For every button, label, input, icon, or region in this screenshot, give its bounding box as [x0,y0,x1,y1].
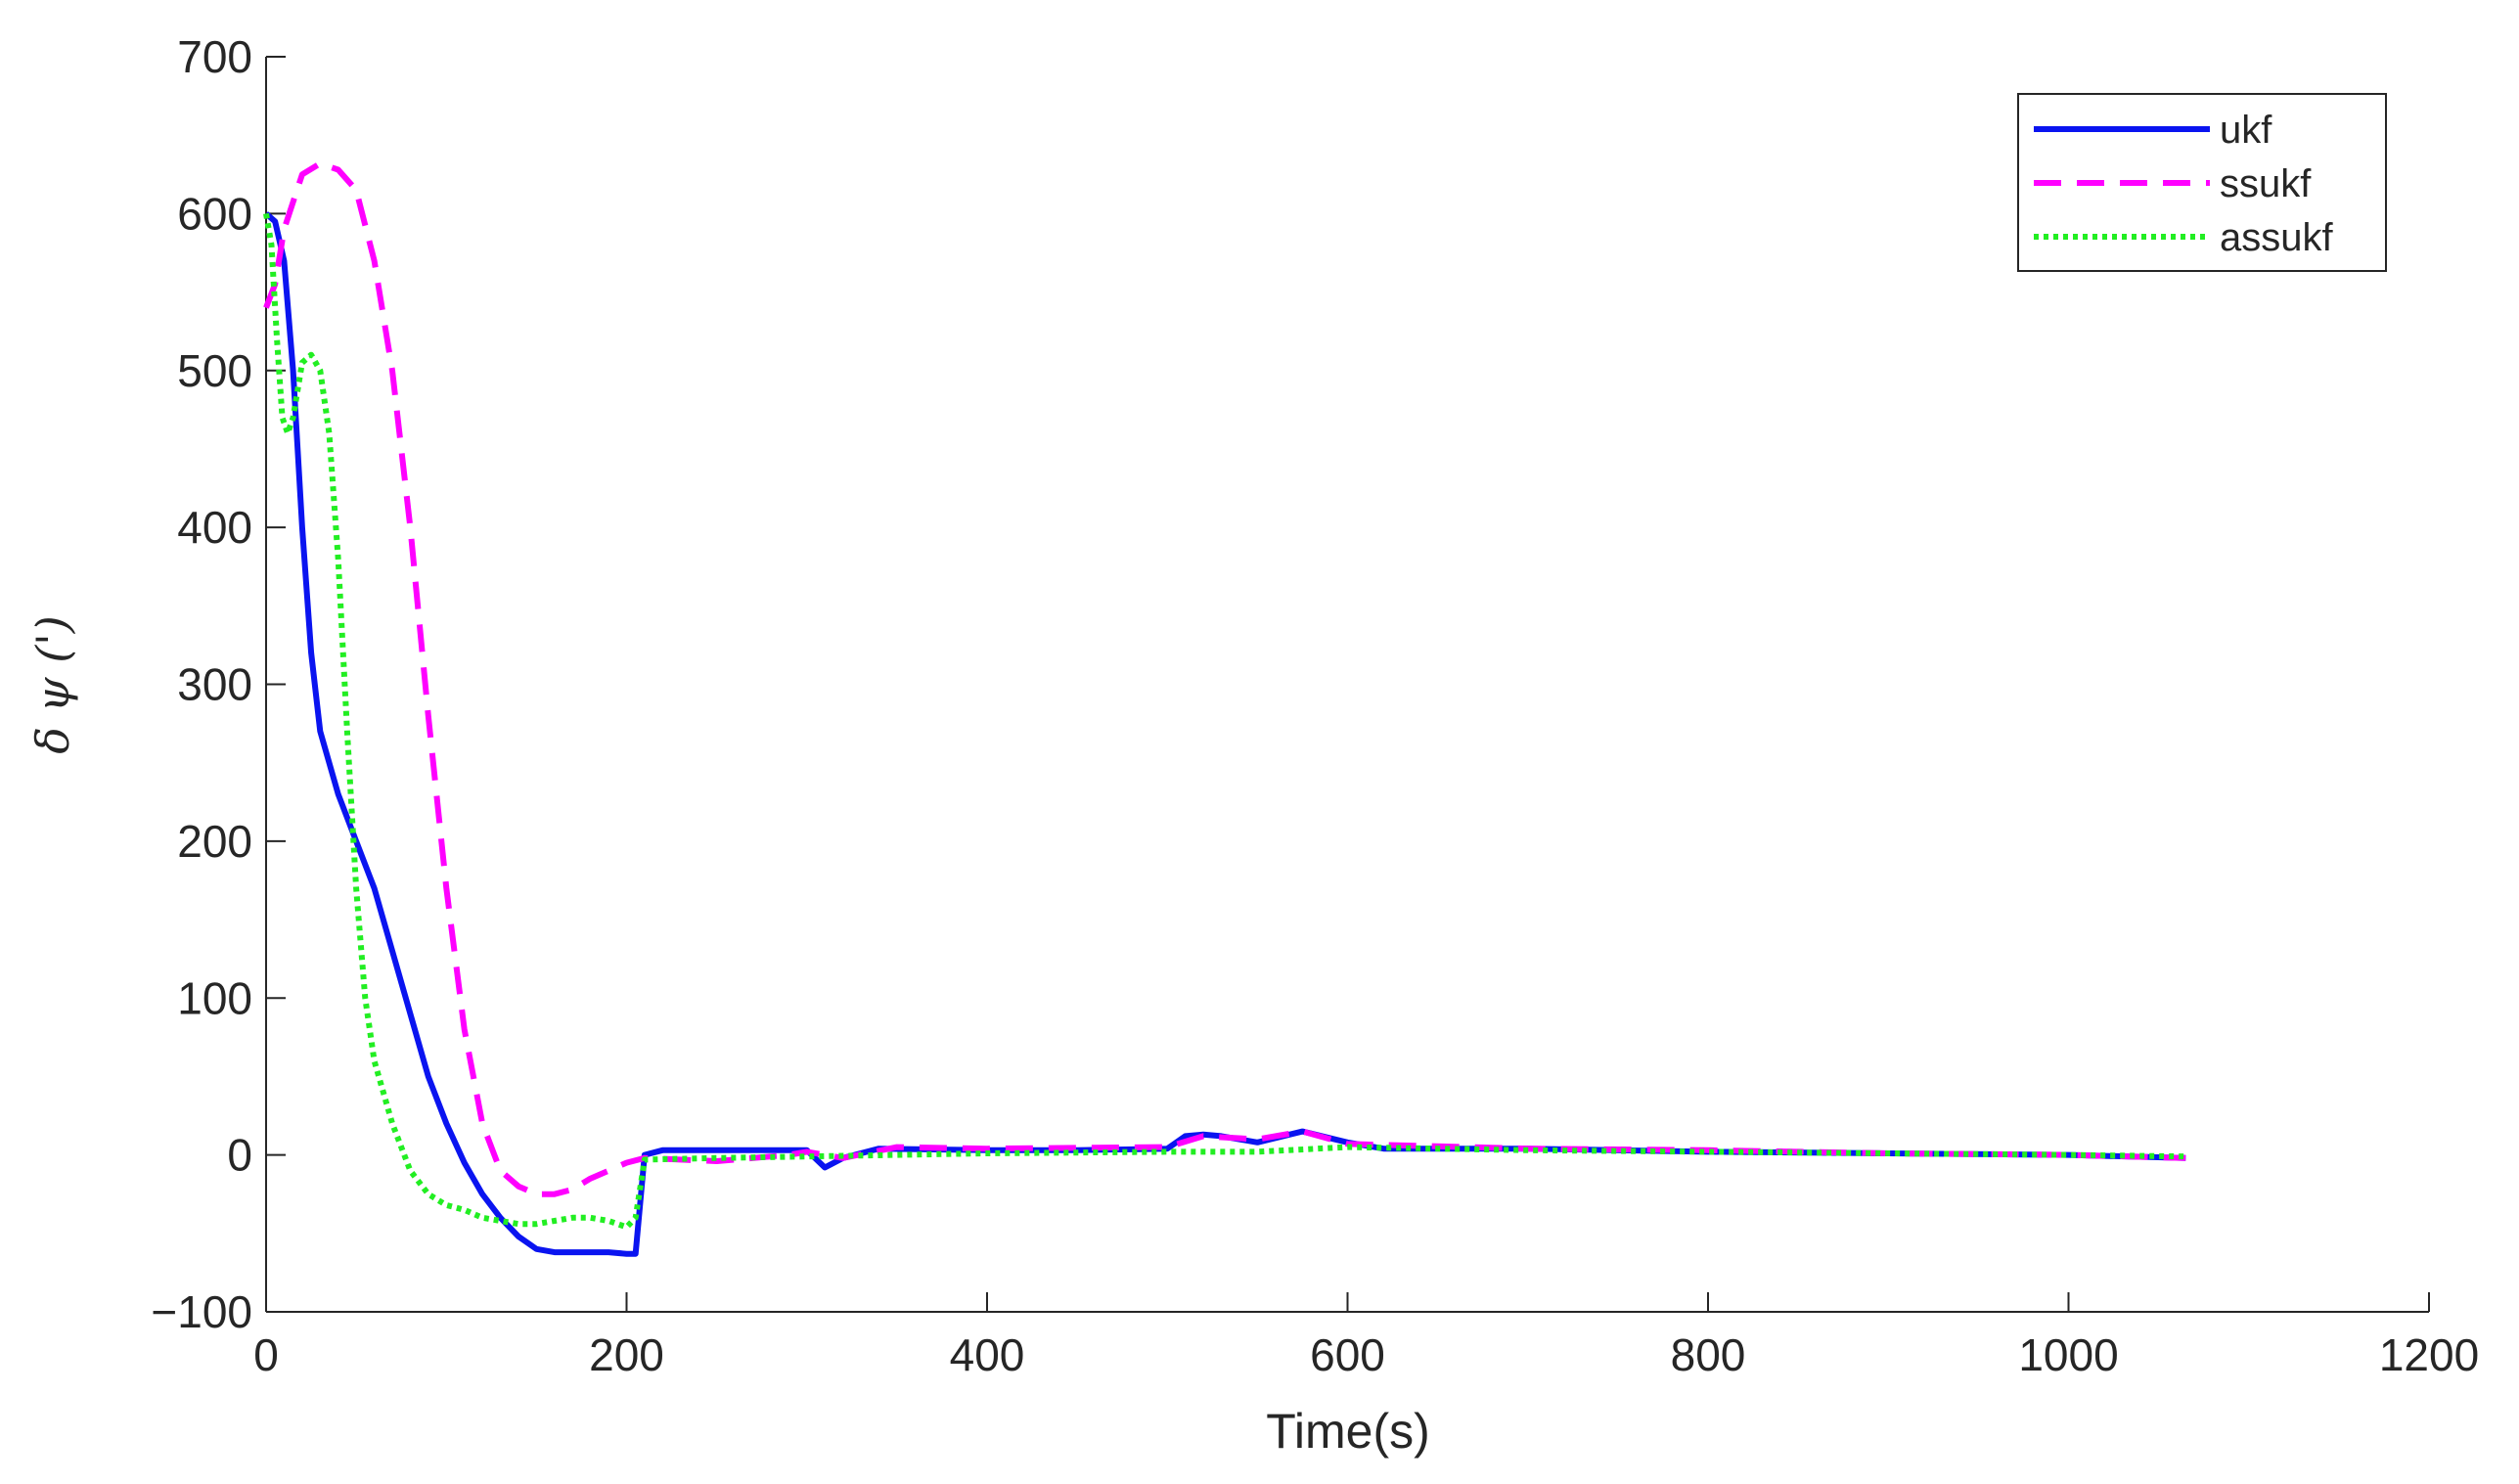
x-tick-label: 400 [950,1329,1025,1380]
y-tick-label: 200 [177,816,252,867]
x-axis-label: Time(s) [1266,1404,1430,1459]
series-line [264,211,2186,1257]
y-tick-label: 0 [227,1130,252,1181]
x-tick-label: 600 [1310,1329,1385,1380]
y-axis-label: δ ψ (') [26,615,79,754]
y-tick-label: 300 [177,659,252,710]
legend-label: ssukf [2220,162,2312,205]
x-tick-label: 800 [1671,1329,1746,1380]
x-tick-label: 200 [589,1329,664,1380]
legend-label: ukf [2220,109,2272,152]
x-tick-label: 1000 [2018,1329,2118,1380]
legend-box [2017,93,2387,272]
y-tick-label: 400 [177,502,252,553]
legend-label: assukf [2220,216,2333,259]
y-tick-label: 500 [177,345,252,396]
y-tick-label: 600 [177,188,252,239]
x-tick-label: 1200 [2379,1329,2479,1380]
y-tick-label: 700 [177,31,252,82]
y-tick-label: 100 [177,972,252,1023]
series-line [263,212,2186,1231]
y-tick-label: −100 [151,1286,252,1337]
x-tick-label: 0 [253,1329,279,1380]
series-line [263,160,2186,1197]
